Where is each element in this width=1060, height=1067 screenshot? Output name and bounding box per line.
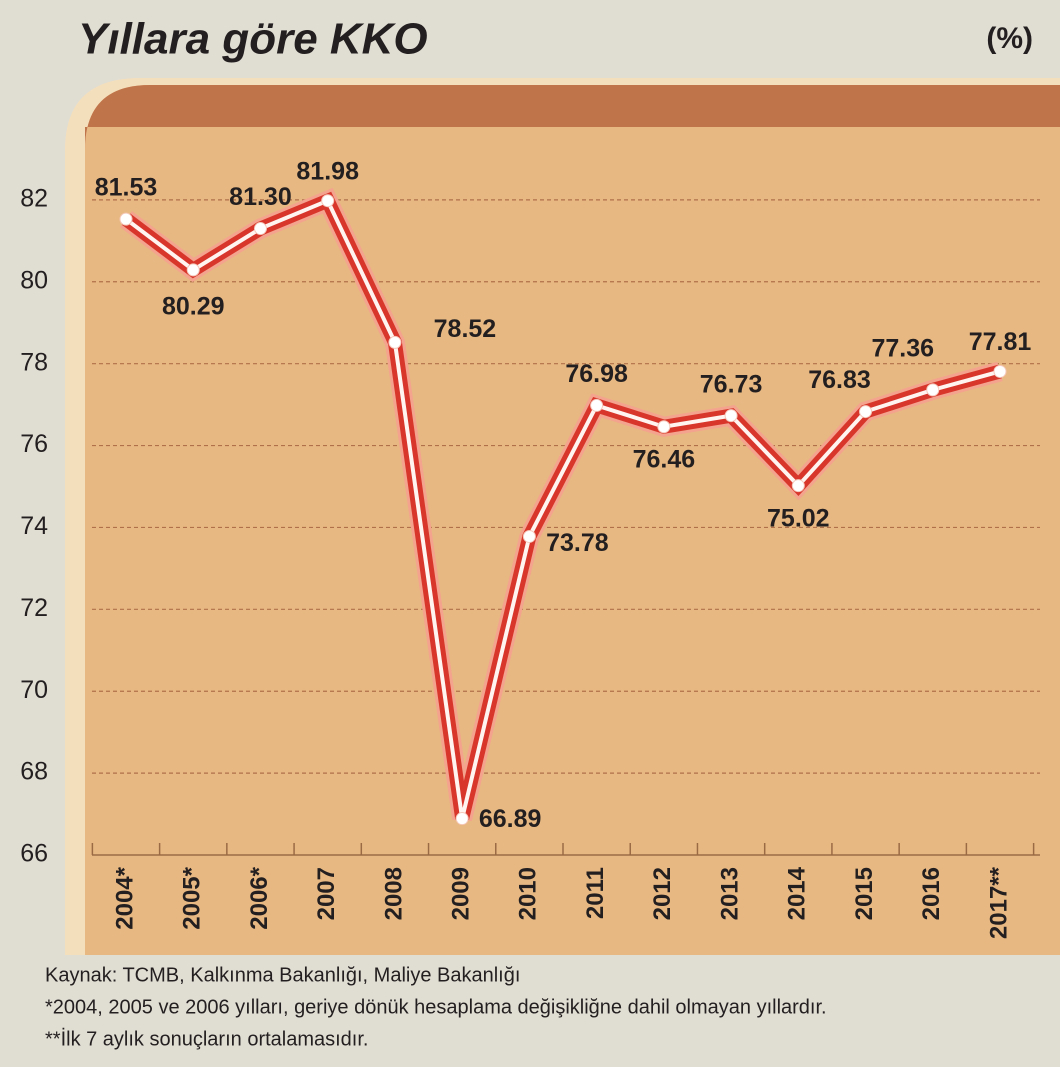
value-label: 66.89 <box>479 805 542 833</box>
value-label: 81.98 <box>296 157 359 185</box>
data-point <box>993 364 1007 378</box>
y-tick-label: 66 <box>20 840 48 868</box>
data-point <box>388 335 402 349</box>
x-tick-label: 2012 <box>649 867 676 920</box>
value-label: 76.73 <box>700 370 763 398</box>
x-tick-label: 2013 <box>716 867 743 920</box>
header-band <box>85 85 1060 150</box>
value-label: 80.29 <box>162 293 225 321</box>
value-label: 76.98 <box>565 360 628 388</box>
x-tick-label: 2004* <box>111 866 138 929</box>
x-tick-label: 2017** <box>985 866 1012 939</box>
unit-label: (%) <box>986 22 1033 55</box>
x-tick-label: 2010 <box>515 867 542 920</box>
y-tick-label: 76 <box>20 430 48 458</box>
value-label: 77.81 <box>969 328 1032 356</box>
x-tick-label: 2011 <box>582 867 609 919</box>
data-point <box>253 222 267 236</box>
data-point <box>926 383 940 397</box>
panel <box>85 85 1060 955</box>
y-tick-label: 82 <box>20 184 48 212</box>
value-label: 81.30 <box>229 183 292 211</box>
value-label: 75.02 <box>767 504 830 532</box>
x-tick-label: 2016 <box>918 867 945 920</box>
y-tick-label: 78 <box>20 348 48 376</box>
value-label: 76.46 <box>633 445 696 473</box>
data-point <box>657 420 671 434</box>
data-point <box>590 398 604 412</box>
data-point <box>791 479 805 493</box>
x-tick-label: 2014 <box>784 866 811 920</box>
value-label: 76.83 <box>808 366 871 394</box>
series-line-highlight <box>124 198 1001 820</box>
data-point <box>186 263 200 277</box>
x-tick-label: 2008 <box>380 867 407 920</box>
footnote: **İlk 7 aylık sonuçların ortalamasıdır. <box>45 1027 368 1050</box>
value-label: 73.78 <box>546 529 609 557</box>
y-tick-label: 72 <box>20 594 48 622</box>
chart-title: Yıllara göre KKO <box>78 15 428 64</box>
value-label: 81.53 <box>95 174 158 202</box>
x-tick-label: 2009 <box>447 867 474 920</box>
data-point <box>119 212 133 226</box>
data-point <box>455 812 469 826</box>
data-point <box>522 529 536 543</box>
data-point <box>321 194 335 208</box>
value-label: 78.52 <box>434 315 497 343</box>
y-tick-label: 68 <box>20 758 48 786</box>
y-tick-label: 80 <box>20 266 48 294</box>
x-tick-label: 2006* <box>246 866 273 929</box>
x-tick-label: 2007 <box>313 867 340 920</box>
data-point <box>724 409 738 423</box>
y-tick-label: 70 <box>20 676 48 704</box>
y-tick-label: 74 <box>20 512 48 540</box>
data-point <box>859 405 873 419</box>
source-note: Kaynak: TCMB, Kalkınma Bakanlığı, Maliye… <box>45 964 520 986</box>
footnote: *2004, 2005 ve 2006 yılları, geriye dönü… <box>45 996 827 1018</box>
value-label: 77.36 <box>871 334 934 362</box>
x-tick-label: 2005* <box>179 866 206 929</box>
x-tick-label: 2015 <box>851 867 878 920</box>
